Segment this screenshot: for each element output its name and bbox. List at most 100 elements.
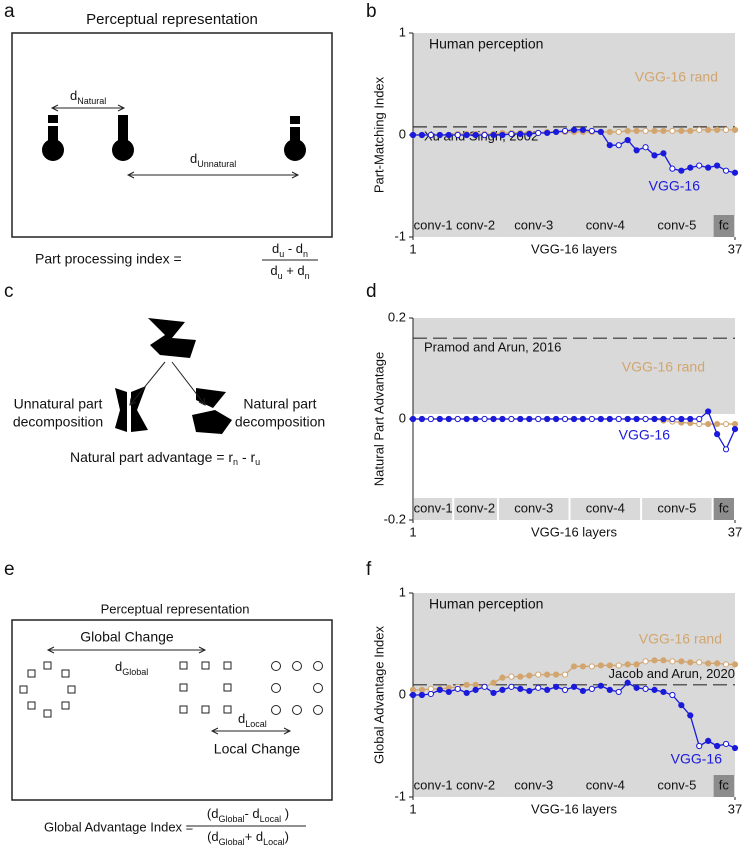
layer-label: fc (719, 777, 730, 792)
point (535, 129, 542, 137)
y-axis-label: Part-Matching Index (371, 76, 386, 193)
layer-label: conv-4 (586, 777, 625, 792)
y-tick-label: 0.2 (388, 309, 406, 324)
series-label: VGG-16 (619, 427, 671, 443)
decomposition-label: decomposition (235, 414, 325, 430)
layer-label: conv-5 (657, 777, 696, 792)
panel-label: e (4, 559, 15, 580)
layer-label: conv-3 (514, 777, 553, 792)
point (427, 131, 434, 139)
reference-label: Jacob and Arun, 2020 (609, 666, 736, 681)
point (463, 131, 470, 139)
point (579, 415, 587, 423)
point (696, 162, 703, 169)
point (669, 165, 676, 172)
point (696, 659, 703, 666)
point (472, 681, 479, 688)
point (544, 415, 551, 423)
point (660, 415, 667, 423)
layer-band (642, 775, 712, 797)
point (696, 420, 703, 428)
point (436, 415, 443, 423)
point (651, 152, 658, 159)
point (472, 415, 479, 423)
subscript: Global (219, 837, 245, 846)
series-label: VGG-16 rand (622, 359, 705, 375)
point (418, 686, 426, 694)
layer-band (642, 498, 712, 520)
point (535, 684, 542, 691)
subscript: Unnatural (197, 159, 236, 169)
series-label: VGG-16 (649, 178, 701, 194)
subscript: Local (245, 719, 267, 729)
chart: Human perception conv-1 conv-2 conv-3 conv-4… (371, 24, 742, 256)
point (722, 446, 730, 453)
point (633, 127, 640, 135)
point (642, 415, 649, 423)
formula-numerator: (dGlobal- dLocal ) (207, 806, 289, 824)
formula-label: Part processing index = (35, 251, 182, 267)
change-label: Local Change (214, 741, 301, 757)
layer-label: conv-5 (657, 217, 696, 232)
series-label: VGG-16 rand (639, 631, 722, 647)
point (606, 415, 613, 423)
subscript: u (255, 457, 260, 467)
point (561, 686, 569, 694)
distance-label: dLocal (238, 711, 267, 729)
layer-label: conv-3 (514, 500, 553, 515)
layer-label: conv-2 (456, 500, 495, 515)
point (409, 415, 417, 423)
point (481, 131, 488, 139)
x-tick-label: 37 (728, 524, 742, 539)
point (678, 415, 685, 423)
decomposition-label: Unnatural part (14, 396, 103, 412)
point (669, 415, 676, 423)
layer-band (414, 775, 453, 797)
shapes (115, 318, 232, 434)
arrows (50, 104, 300, 179)
point (597, 662, 604, 669)
text-part: d (272, 241, 279, 256)
point (427, 415, 434, 423)
layer-band (570, 215, 641, 237)
text-part: d (238, 711, 245, 726)
layer-band (454, 498, 497, 520)
layer-label: conv-2 (456, 777, 495, 792)
layer-label: conv-1 (414, 777, 453, 792)
point (454, 131, 461, 139)
point (588, 415, 595, 423)
layer-band (713, 775, 734, 797)
point (705, 737, 712, 745)
point (553, 128, 560, 136)
point (517, 415, 524, 423)
point (731, 169, 739, 176)
point (705, 408, 712, 415)
text-part: d (115, 659, 122, 674)
point (418, 415, 426, 423)
subscript: Global (218, 814, 244, 824)
point (642, 144, 649, 151)
point (642, 658, 649, 665)
point (678, 167, 685, 174)
text-part: - r (238, 449, 255, 465)
text-part: ) (285, 829, 289, 844)
point (722, 126, 730, 133)
point (606, 686, 613, 694)
point (517, 673, 524, 680)
layer-band (642, 215, 712, 237)
text-part: d (70, 88, 77, 103)
x-tick-label: 1 (409, 524, 416, 539)
layer-band (713, 498, 734, 520)
point (526, 687, 533, 695)
point (615, 128, 622, 136)
point (472, 686, 479, 694)
point (624, 661, 631, 668)
point (499, 686, 506, 694)
point (570, 126, 578, 133)
y-tick-label: 0 (399, 126, 406, 141)
layer-label: fc (719, 217, 730, 232)
formula: Natural part advantage = rn - ru (70, 449, 260, 468)
point (714, 162, 721, 169)
panel-label: f (366, 559, 372, 580)
point (633, 661, 640, 668)
